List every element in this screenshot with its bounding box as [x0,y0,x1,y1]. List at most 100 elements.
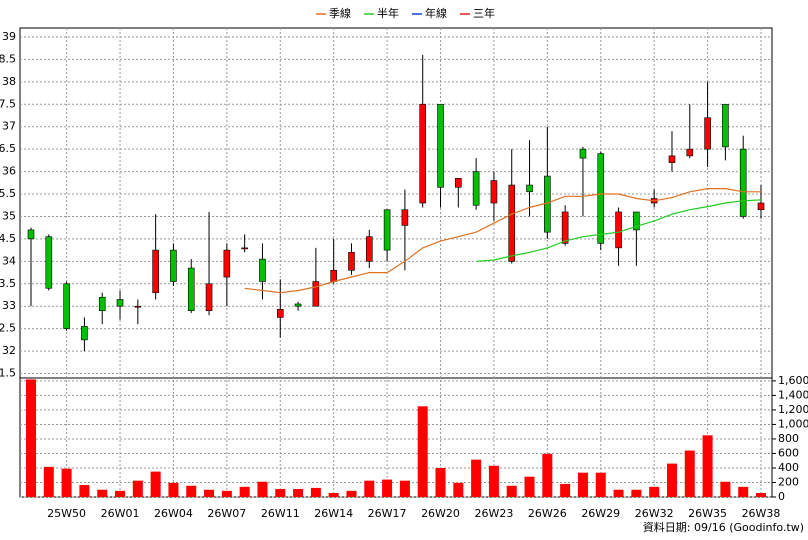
candle-body [98,296,106,311]
legend-label: 季線 [329,6,351,20]
candle-body [437,103,444,188]
volume-bar [720,481,731,497]
y2-tick-label: 400 [778,461,799,474]
candle-body [526,184,533,193]
candle-body [348,252,355,271]
volume-bar [150,471,161,497]
x-tick-label: 26W17 [368,507,407,520]
volume-bar [43,466,54,497]
candle-body [579,148,587,159]
volume-bar [471,459,482,497]
candle-body [365,236,373,262]
y-tick-label: 3.5 [0,277,16,290]
candle-body [490,180,498,204]
volume-bar [132,480,143,497]
x-tick-label: 26W14 [314,507,353,520]
volume-bar [221,490,232,497]
candle-body [722,103,729,148]
y-tick-label: 8.5 [0,52,16,65]
candle-body [116,299,124,307]
candle-body [383,209,391,251]
candle-body [294,303,302,307]
y-tick-label: 6.5 [0,142,16,155]
y2-tick-label: 1,200 [778,403,808,416]
candle-body [668,155,676,163]
y-tick-label: 32 [2,344,16,357]
volume-bar [595,472,606,497]
candle-body [134,305,142,308]
candle-body [45,236,53,289]
candle-body [633,211,640,231]
volume-bar [488,465,499,497]
volume-bar [382,479,393,497]
legend-label: 三年 [473,6,495,20]
volume-bar [649,486,660,497]
volume-bar [364,480,375,497]
legend-label: 年線 [425,6,447,20]
volume-bar [310,487,321,497]
volume-bar [417,406,428,497]
x-tick-label: 26W23 [474,507,513,520]
volume-bar [560,483,571,497]
y2-tick-label: 0 [778,490,785,503]
candle-body [739,148,747,217]
x-tick-label: 26W35 [688,507,727,520]
x-tick-label: 26W01 [101,507,140,520]
volume-bar [631,489,642,497]
y2-tick-label: 200 [778,475,799,488]
volume-bar [613,489,624,497]
candle-body [757,202,765,211]
candle-body [401,209,409,226]
y-tick-label: 33 [2,299,16,312]
legend-label: 半年 [377,6,399,20]
candle-body [187,267,195,311]
y-tick-label: 7.5 [0,97,16,110]
candle-body [259,258,266,282]
volume-bar [738,486,749,497]
x-tick-label: 26W07 [207,507,246,520]
volume-bar [666,463,677,497]
ma-line [244,188,761,294]
candle-body [223,249,231,278]
candle-body [686,148,694,157]
volume-bar [204,489,215,497]
volume-bar [293,489,304,497]
volume-bar [239,486,250,497]
candle-body [597,153,605,244]
y2-tick-label: 1,600 [778,374,808,387]
volume-bar [506,485,517,497]
y-tick-label: 37 [2,120,16,133]
candle-body [27,229,35,240]
candle-body [704,117,711,150]
volume-bar [399,480,410,497]
ma-line [476,199,762,262]
volume-bar [61,468,72,497]
x-tick-label: 26W32 [635,507,674,520]
y-tick-label: 2.5 [0,322,16,335]
volume-bar [756,493,766,497]
volume-bar [186,485,197,497]
candle-body [312,281,320,307]
volume-bar [435,467,446,497]
x-tick-label: 25W50 [47,507,86,520]
volume-bar [275,489,286,497]
volume-bar [524,476,535,497]
volume-bar [542,453,553,497]
volume-bar [577,472,588,497]
candle-body [561,211,569,244]
volume-bar [328,493,339,497]
volume-bar [79,485,90,497]
legend: 季線 半年 年線 三年 [316,6,495,20]
y-tick-label: 38 [2,75,16,88]
x-tick-label: 26W20 [421,507,460,520]
volume-bar [26,379,36,497]
y2-tick-label: 1,400 [778,388,808,401]
candle-body [330,270,337,282]
y2-tick-label: 1,000 [778,417,808,430]
volume-bar [684,450,695,497]
y-tick-label: 35 [2,209,16,222]
y-tick-label: 5.5 [0,187,16,200]
candle-body [170,249,177,282]
